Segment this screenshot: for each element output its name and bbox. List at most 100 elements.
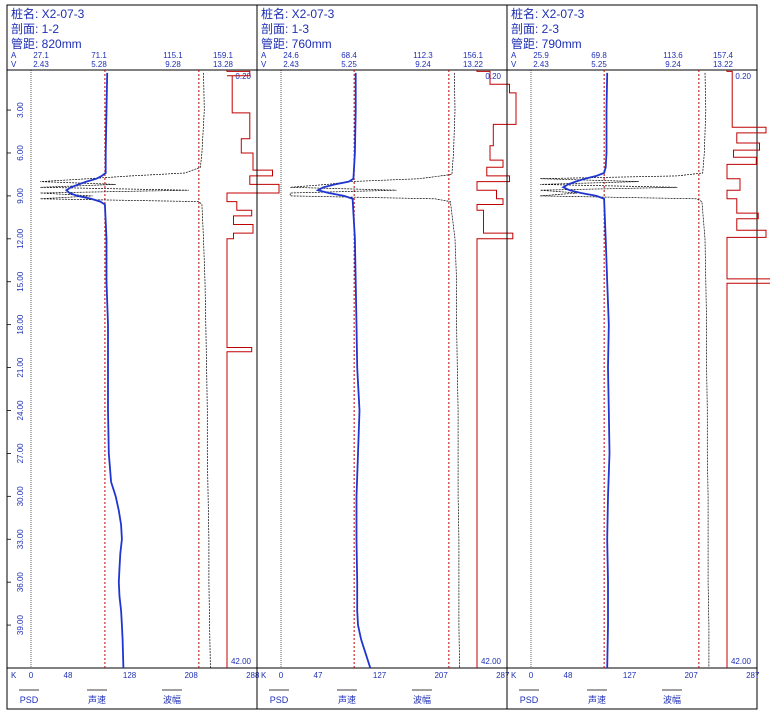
k-tick-label: 0: [279, 671, 284, 680]
k-tick-label: 288: [246, 671, 260, 680]
vel-tick-label: 9.24: [665, 60, 681, 69]
k-tick-label: 287: [746, 671, 760, 680]
section-name: 剖面: 1-3: [261, 22, 309, 36]
amplitude-series: [40, 72, 211, 669]
amp-axis-letter: A: [11, 51, 17, 60]
amp-tick-label: 71.1: [91, 51, 107, 60]
depth-tick-label: 6.00: [16, 145, 25, 161]
psd-series: [476, 70, 517, 668]
depth-tick-label: 18.00: [16, 314, 25, 335]
vel-tick-label: 2.43: [533, 60, 549, 69]
amplitude-series: [289, 72, 460, 669]
velocity-series: [561, 72, 611, 669]
vel-axis-letter: V: [11, 60, 17, 69]
legend-amplitude-label: 波幅: [413, 694, 431, 705]
amp-tick-label: 112.3: [413, 51, 433, 60]
vel-axis-letter: V: [511, 60, 517, 69]
amp-tick-label: 157.4: [713, 51, 734, 60]
legend-velocity-label: 声速: [88, 694, 106, 705]
amp-tick-label: 156.1: [463, 51, 484, 60]
amp-tick-label: 69.8: [591, 51, 607, 60]
k-tick-label: 48: [64, 671, 73, 680]
vel-tick-label: 5.25: [591, 60, 607, 69]
k-tick-label: 48: [564, 671, 573, 680]
amp-axis-letter: A: [261, 51, 267, 60]
tube-spacing: 管距: 790mm: [511, 36, 582, 51]
panel-border: [256, 4, 508, 710]
k-tick-label: 207: [684, 671, 698, 680]
top-depth-label: 0.20: [235, 72, 251, 81]
amp-tick-label: 27.1: [33, 51, 49, 60]
section-name: 剖面: 2-3: [511, 22, 559, 36]
vel-tick-label: 2.43: [33, 60, 49, 69]
k-axis-letter: K: [511, 671, 517, 680]
legend-psd-label: PSD: [20, 695, 39, 705]
pile-name: 桩名: X2-07-3: [261, 6, 335, 21]
vel-axis-letter: V: [261, 60, 267, 69]
bottom-depth-label: 42.00: [731, 657, 752, 666]
k-tick-label: 47: [314, 671, 323, 680]
depth-tick-label: 27.00: [16, 443, 25, 464]
panel-border: [506, 4, 758, 710]
tube-spacing: 管距: 820mm: [11, 36, 82, 51]
k-tick-label: 207: [434, 671, 448, 680]
amplitude-series: [540, 72, 710, 668]
bottom-depth-label: 42.00: [481, 657, 502, 666]
k-tick-label: 0: [29, 671, 34, 680]
amp-tick-label: 159.1: [213, 51, 234, 60]
velocity-series: [64, 72, 125, 669]
depth-tick-label: 33.00: [16, 529, 25, 550]
tube-spacing: 管距: 760mm: [261, 36, 332, 51]
vel-tick-label: 5.28: [91, 60, 107, 69]
depth-tick-label: 9.00: [16, 188, 25, 204]
pile-name: 桩名: X2-07-3: [511, 6, 585, 21]
top-depth-label: 0.20: [735, 72, 751, 81]
vel-tick-label: 13.22: [463, 60, 484, 69]
vel-tick-label: 5.25: [341, 60, 357, 69]
k-tick-label: 0: [529, 671, 534, 680]
psd-series: [726, 70, 770, 668]
k-axis-letter: K: [261, 671, 267, 680]
psd-series: [226, 70, 280, 668]
amp-tick-label: 113.6: [663, 51, 683, 60]
panel-border: [6, 4, 258, 710]
amp-axis-letter: A: [511, 51, 517, 60]
top-depth-label: 0.20: [485, 72, 501, 81]
k-tick-label: 287: [496, 671, 510, 680]
depth-tick-label: 39.00: [16, 615, 25, 636]
legend-amplitude-label: 波幅: [163, 694, 181, 705]
amp-tick-label: 25.9: [533, 51, 549, 60]
amp-tick-label: 68.4: [341, 51, 357, 60]
vel-tick-label: 2.43: [283, 60, 299, 69]
vel-tick-label: 9.24: [415, 60, 431, 69]
vel-tick-label: 9.28: [165, 60, 181, 69]
amp-tick-label: 24.6: [283, 51, 299, 60]
bottom-depth-label: 42.00: [231, 657, 252, 666]
depth-tick-label: 36.00: [16, 572, 25, 593]
vel-tick-label: 13.28: [213, 60, 234, 69]
k-tick-label: 128: [123, 671, 137, 680]
depth-tick-label: 3.00: [16, 102, 25, 118]
depth-tick-label: 12.00: [16, 228, 25, 249]
section-name: 剖面: 1-2: [11, 22, 59, 36]
k-axis-letter: K: [11, 671, 17, 680]
depth-tick-label: 24.00: [16, 400, 25, 421]
pile-name: 桩名: X2-07-3: [11, 6, 85, 21]
legend-amplitude-label: 波幅: [663, 694, 681, 705]
velocity-series: [315, 72, 372, 669]
depth-tick-label: 15.00: [16, 271, 25, 292]
k-tick-label: 127: [373, 671, 387, 680]
vel-tick-label: 13.22: [713, 60, 734, 69]
legend-velocity-label: 声速: [338, 694, 356, 705]
k-tick-label: 127: [623, 671, 637, 680]
k-tick-label: 208: [184, 671, 198, 680]
depth-tick-label: 30.00: [16, 486, 25, 507]
amp-tick-label: 115.1: [163, 51, 183, 60]
legend-velocity-label: 声速: [588, 694, 606, 705]
legend-psd-label: PSD: [520, 695, 539, 705]
